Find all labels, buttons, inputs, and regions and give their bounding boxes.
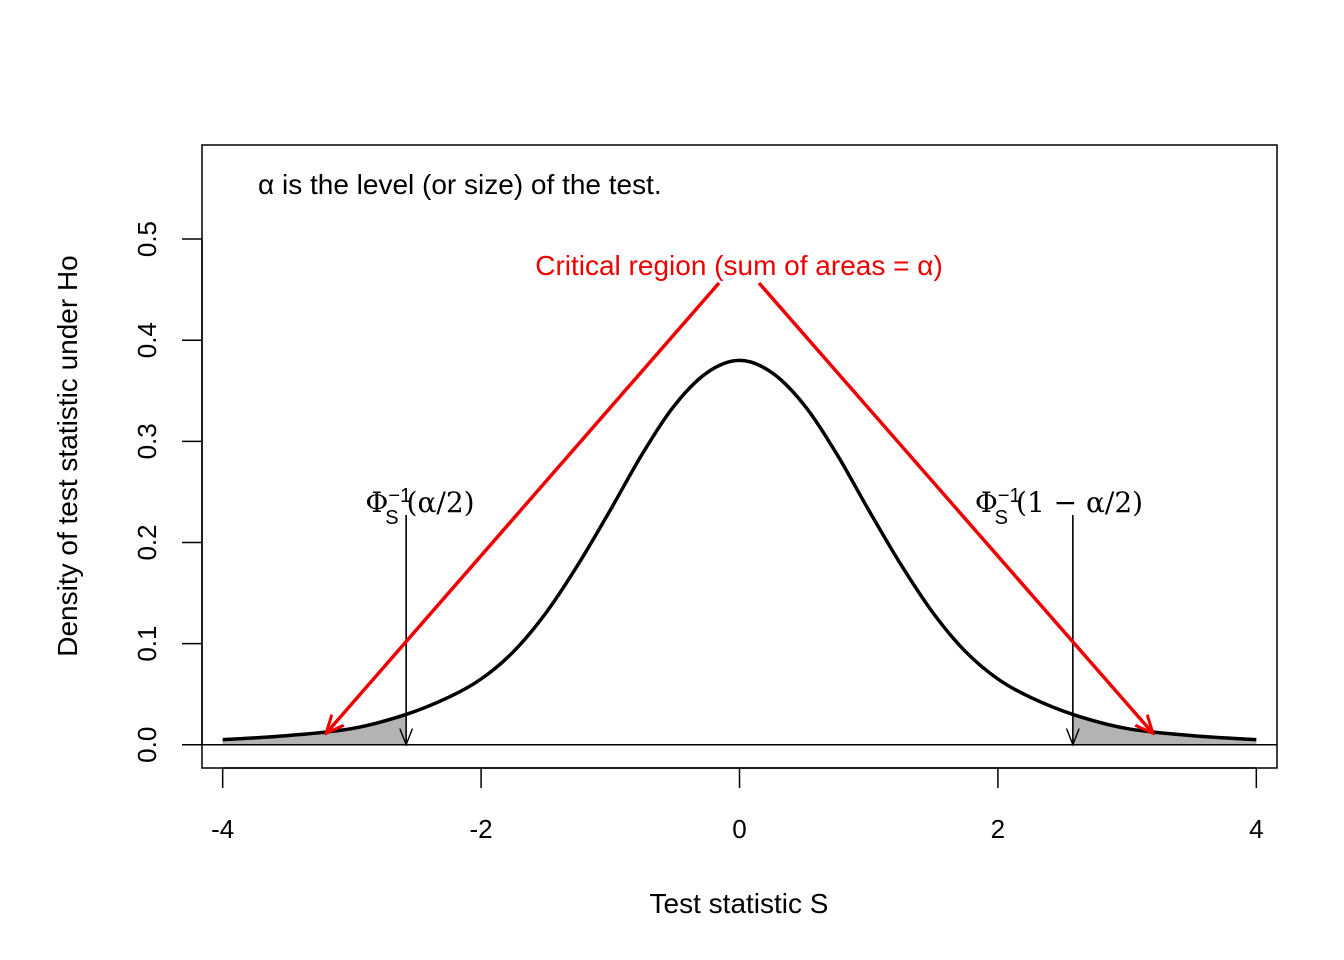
upper-cv-sub: S — [995, 507, 1008, 529]
x-tick-label: 2 — [991, 814, 1005, 844]
lower-tail-area — [222, 714, 407, 745]
lower-cv-phi: Φ — [365, 486, 388, 519]
x-tick-label: 0 — [732, 814, 746, 844]
x-tick-label: -4 — [211, 814, 234, 844]
upper-cv-phi: Φ — [975, 486, 998, 519]
x-axis: -4 -2 0 2 4 — [211, 767, 1264, 844]
lower-cv-arg: (α/2) — [407, 486, 475, 519]
critical-region-arrow-left — [326, 281, 721, 733]
y-tick-label: 0.2 — [132, 524, 162, 560]
density-curve — [222, 358, 1257, 742]
x-tick-label: -2 — [470, 814, 493, 844]
upper-critical-value-label: Φ−1 S (1 − α/2) — [975, 485, 1143, 529]
y-tick-label: 0.3 — [132, 423, 162, 459]
y-tick-label: 0.1 — [132, 626, 162, 662]
y-tick-label: 0.5 — [132, 221, 162, 257]
critical-region-arrow-right — [757, 281, 1153, 733]
x-axis-title: Test statistic S — [650, 888, 829, 919]
x-tick-label: 4 — [1249, 814, 1263, 844]
y-tick-label: 0.4 — [132, 322, 162, 358]
upper-tail-area — [1072, 714, 1257, 745]
y-axis-title: Density of test statistic under Ho — [52, 255, 83, 657]
y-axis: 0.0 0.1 0.2 0.3 0.4 0.5 — [132, 221, 203, 763]
upper-cv-sup: −1 — [998, 485, 1021, 507]
level-note: α is the level (or size) of the test. — [258, 169, 662, 200]
critical-region-note: Critical region (sum of areas = α) — [535, 250, 943, 281]
y-tick-label: 0.0 — [132, 727, 162, 763]
plot-frame — [201, 144, 1278, 769]
lower-cv-sup: −1 — [388, 485, 411, 507]
upper-cv-arg: (1 − α/2) — [1016, 486, 1143, 519]
lower-critical-value-label: Φ−1 S (α/2) — [365, 485, 474, 529]
lower-cv-sub: S — [385, 507, 398, 529]
